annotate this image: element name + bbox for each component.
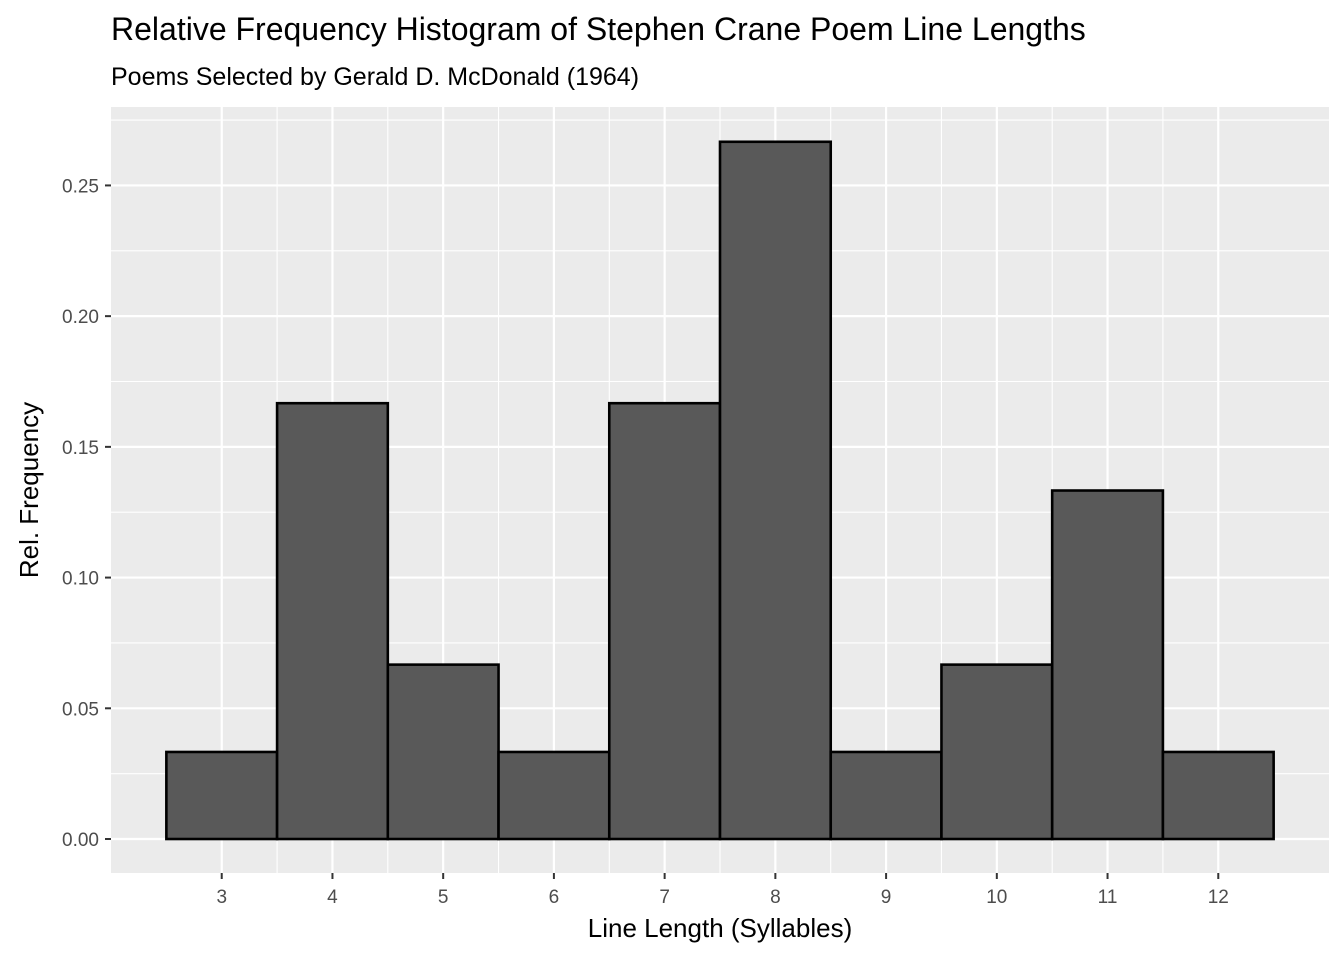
histogram-bar-3: [165, 750, 279, 841]
x-tick-label: 7: [659, 887, 670, 908]
y-axis-title: Rel. Frequency: [14, 402, 44, 578]
y-tick-label: 0.00: [62, 830, 99, 851]
histogram-bar-11: [1050, 489, 1165, 841]
x-tick-label: 11: [1098, 887, 1118, 908]
y-axis: 0.00 0.05 0.10 0.15 0.20 0.25: [62, 176, 111, 851]
x-tick-label: 4: [327, 887, 338, 908]
chart-subtitle: Poems Selected by Gerald D. McDonald (19…: [111, 63, 639, 91]
histogram-bar-9: [829, 750, 943, 841]
x-tick-label: 3: [216, 887, 227, 908]
histogram-bar-12: [1161, 750, 1275, 841]
histogram-bar-5: [386, 663, 500, 841]
y-tick-label: 0.15: [62, 438, 99, 459]
chart-title: Relative Frequency Histogram of Stephen …: [111, 11, 1086, 47]
x-tick-label: 5: [438, 887, 449, 908]
histogram-bars: [165, 140, 1275, 841]
x-axis-title: Line Length (Syllables): [588, 913, 853, 943]
x-tick-label: 6: [549, 887, 560, 908]
y-tick-label: 0.05: [62, 699, 99, 720]
y-tick-label: 0.20: [62, 307, 99, 328]
x-tick-label: 9: [881, 887, 892, 908]
histogram-bar-7: [607, 401, 722, 841]
x-tick-label: 10: [986, 887, 1007, 908]
histogram-bar-4: [275, 401, 390, 841]
y-tick-label: 0.25: [62, 176, 99, 197]
x-axis: 3 4 5 6 7 8 9 10 11 12: [216, 873, 1229, 908]
histogram-bar-6: [497, 750, 611, 841]
y-tick-label: 0.10: [62, 569, 99, 590]
x-tick-label: 8: [770, 887, 781, 908]
histogram-bar-10: [940, 663, 1054, 841]
histogram-bar-8: [718, 140, 833, 841]
x-tick-label: 12: [1208, 887, 1229, 908]
